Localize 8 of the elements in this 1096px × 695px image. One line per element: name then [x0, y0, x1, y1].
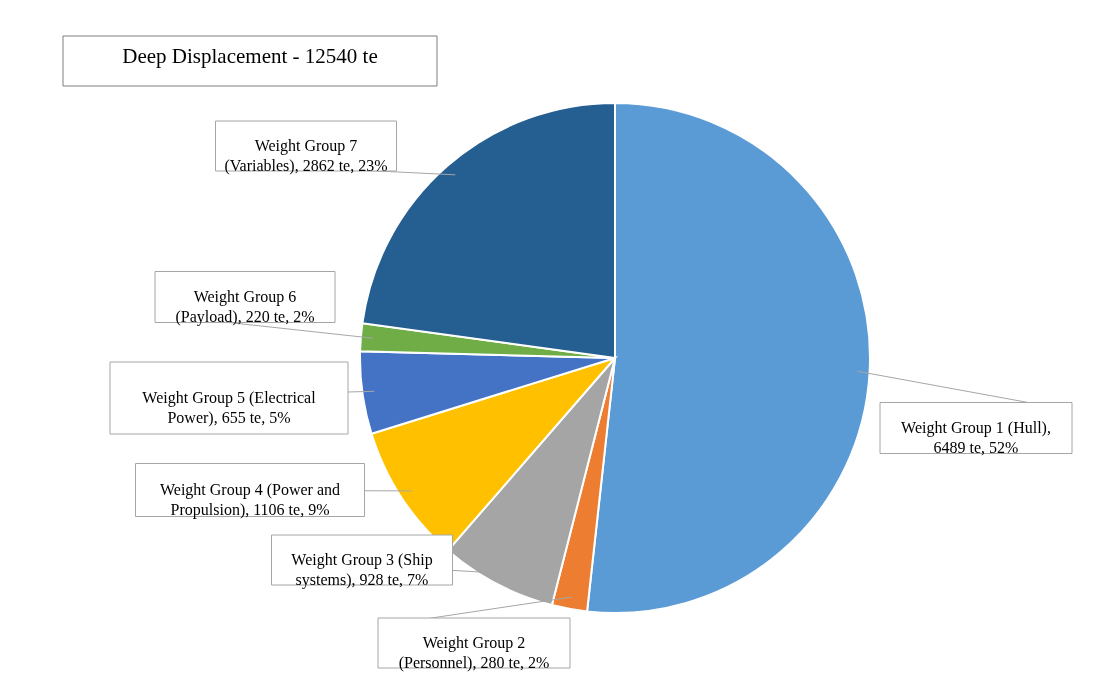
slice-label: Weight Group 6 (Payload), 220 te, 2% [175, 288, 315, 326]
slice-label: Weight Group 5 (Electrical Power), 655 te, 5% [142, 389, 317, 427]
slice-label: Weight Group 2 (Personnel), 280 te, 2% [398, 634, 550, 672]
chart-title: Deep Displacement - 12540 te [122, 44, 378, 68]
slice-label: Weight Group 4 (Power and Propulsion), 1106 te, 9% [159, 481, 341, 519]
slice-label: Weight Group 7 (Variables), 2862 te, 23% [224, 137, 388, 175]
slice-label: Weight Group 1 (Hull), 6489 te, 52% [901, 419, 1051, 456]
slice-label: Weight Group 3 (Ship systems), 928 te, 7% [291, 551, 433, 589]
